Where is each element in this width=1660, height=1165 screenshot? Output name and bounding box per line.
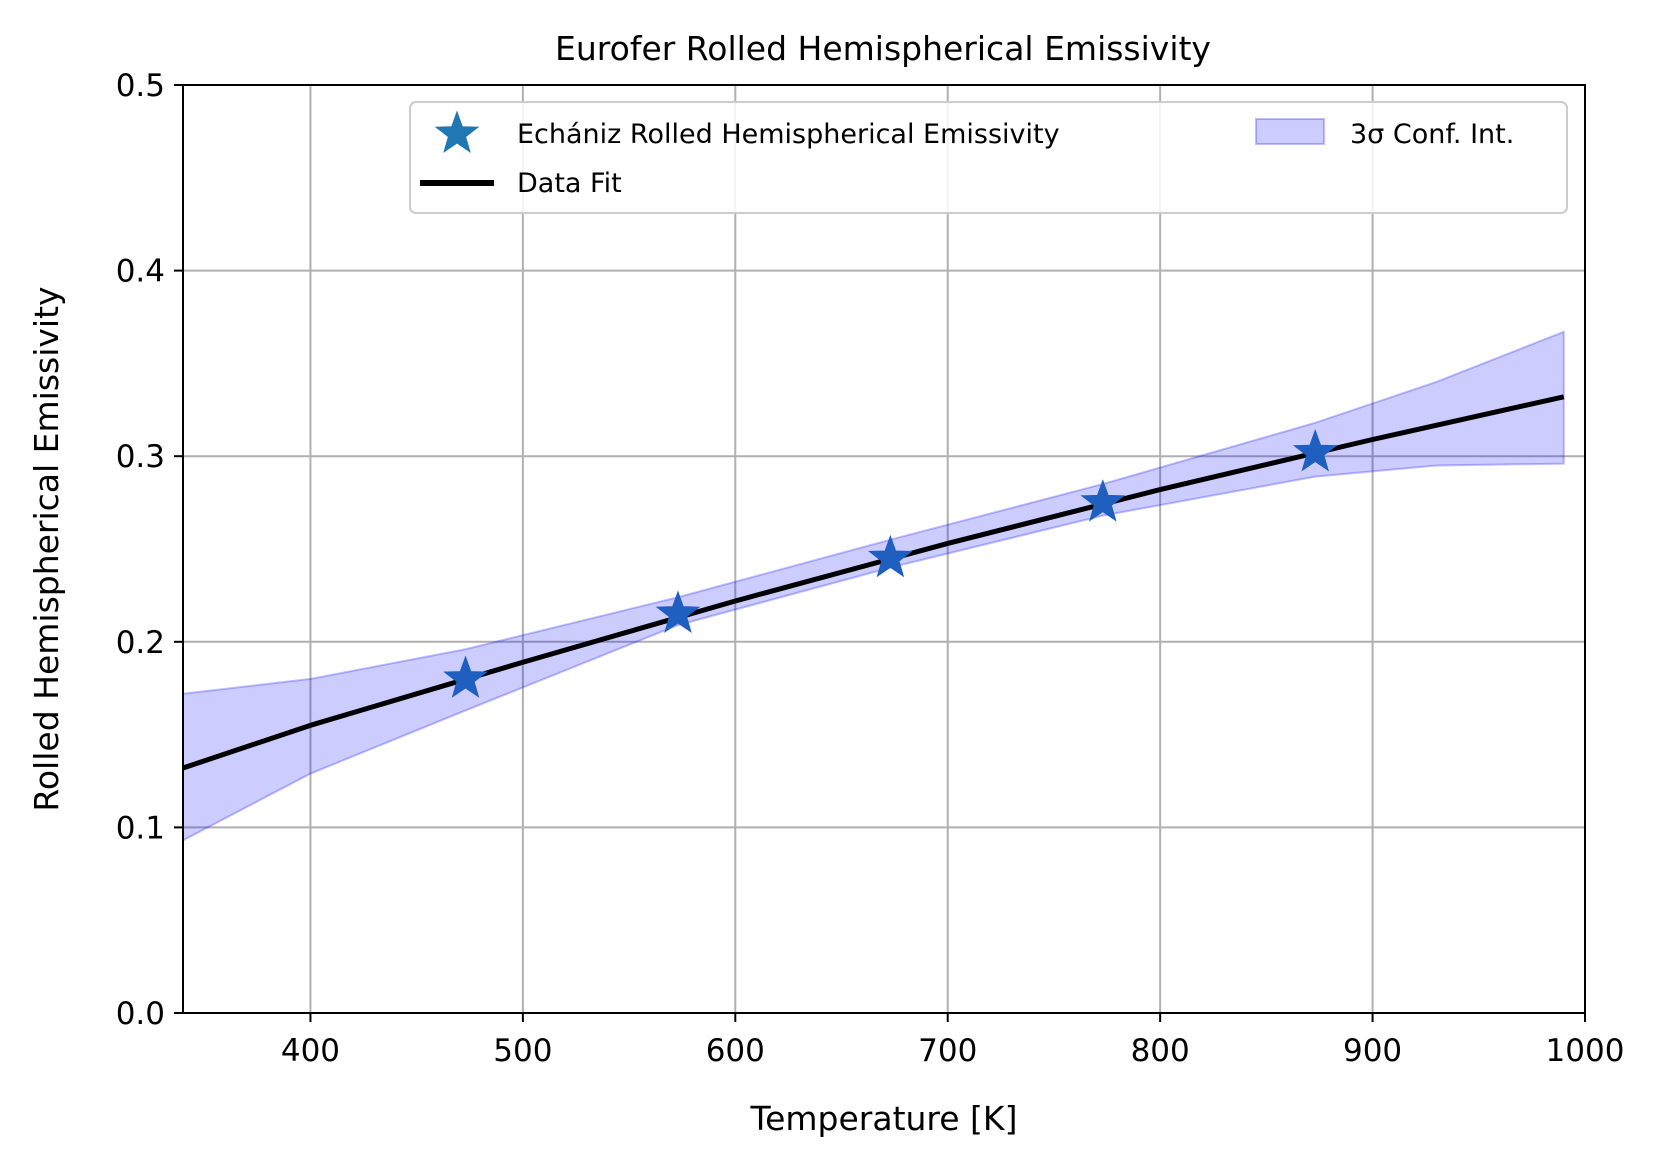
data-point-star [1292, 429, 1338, 472]
y-axis-label: Rolled Hemispherical Emissivity [27, 286, 66, 811]
data-point-star [655, 590, 701, 633]
x-tick-label: 1000 [1546, 1033, 1625, 1069]
x-tick-label: 600 [706, 1033, 765, 1069]
fit-line-layer [182, 394, 1565, 771]
x-tick-label: 500 [493, 1033, 552, 1069]
y-tick-label: 0.0 [116, 996, 165, 1032]
y-tick-label: 0.2 [116, 625, 165, 661]
legend-label-scatter: Echániz Rolled Hemispherical Emissivity [517, 119, 1060, 150]
y-axis-ticks: 0.0 0.1 0.2 0.3 0.4 0.5 [116, 68, 183, 1032]
legend: Echániz Rolled Hemispherical Emissivity … [409, 101, 1568, 214]
legend-band-marker [1255, 118, 1325, 145]
legend-label-band: 3σ Conf. Int. [1350, 119, 1514, 150]
legend-star-icon [434, 110, 480, 153]
legend-label-fit: Data Fit [517, 168, 622, 199]
x-tick-label: 900 [1343, 1033, 1402, 1069]
legend-star-marker [434, 110, 480, 153]
y-tick-label: 0.1 [116, 810, 165, 846]
x-axis-label: Temperature [K] [750, 1099, 1018, 1138]
y-tick-label: 0.5 [116, 68, 165, 104]
data-point-star [1080, 479, 1126, 522]
grid [183, 85, 1585, 1013]
x-tick-label: 800 [1131, 1033, 1190, 1069]
plot-frame [182, 84, 1586, 1014]
y-tick-label: 0.3 [116, 439, 165, 475]
legend-frame [409, 101, 1568, 214]
marker-layer [443, 429, 1338, 698]
data-fit-line [182, 394, 1565, 771]
chart-title: Eurofer Rolled Hemispherical Emissivity [555, 29, 1211, 68]
data-point-star [443, 655, 488, 698]
y-tick-label: 0.4 [116, 254, 165, 290]
x-tick-label: 400 [281, 1033, 340, 1069]
data-point-star [868, 534, 913, 578]
x-axis-ticks: 400 500 600 700 800 900 1000 [281, 1013, 1625, 1069]
x-tick-label: 700 [918, 1033, 977, 1069]
